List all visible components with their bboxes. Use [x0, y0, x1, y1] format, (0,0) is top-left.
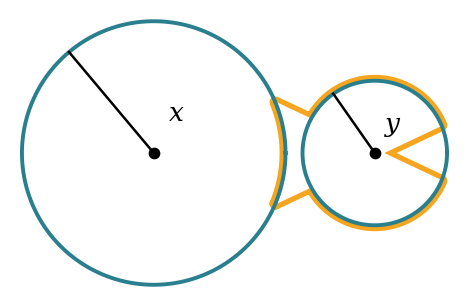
Point — [371, 151, 378, 155]
Text: y: y — [385, 112, 400, 137]
Point — [150, 151, 158, 155]
Polygon shape — [275, 81, 441, 225]
Text: x: x — [169, 101, 184, 126]
